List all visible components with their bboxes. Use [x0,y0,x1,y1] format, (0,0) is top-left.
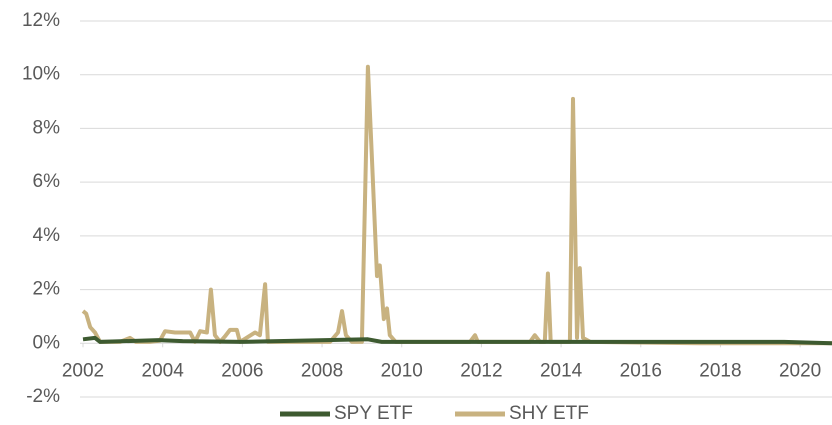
y-tick-label: -2% [26,386,60,407]
x-tick-label: 2008 [301,360,343,381]
x-tick-label: 2012 [460,360,502,381]
y-tick-label: 0% [33,332,61,353]
x-tick-label: 2020 [779,360,821,381]
x-tick-label: 2002 [62,360,104,381]
x-tick-label: 2018 [699,360,741,381]
x-tick-label: 2014 [540,360,583,381]
x-tick-label: 2006 [221,360,263,381]
x-tick-label: 2004 [142,360,185,381]
series-line [81,64,832,346]
y-tick-label: 6% [33,171,61,192]
y-tick-label: 10% [22,64,60,85]
y-tick-label: 8% [33,117,61,138]
y-tick-label: 4% [33,225,61,246]
y-tick-label: 2% [33,279,61,300]
y-tick-label: 12% [22,10,60,31]
legend-label: SPY ETF [334,403,413,424]
x-tick-label: 2016 [620,360,662,381]
series-line [82,335,832,346]
legend-label: SHY ETF [509,403,589,424]
x-tick-label: 2010 [381,360,423,381]
